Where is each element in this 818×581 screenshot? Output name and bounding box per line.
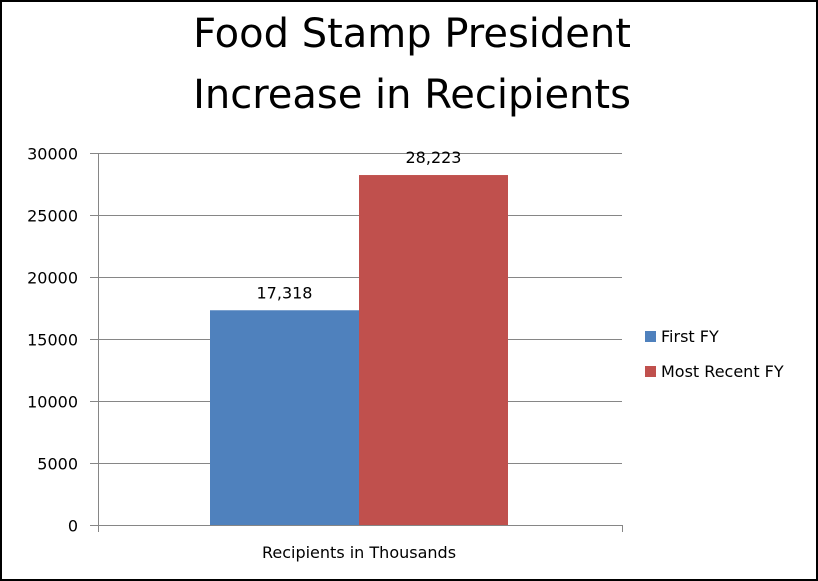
y-tick-label: 30000	[27, 145, 78, 164]
legend-swatch	[645, 366, 656, 377]
chart-title-line-1: Food Stamp President	[193, 11, 631, 57]
bar-most-recent-fy	[359, 175, 508, 526]
y-tick-label: 15000	[27, 331, 78, 350]
legend-label: Most Recent FY	[661, 362, 784, 381]
data-label: 17,318	[257, 283, 313, 302]
y-tick-label: 10000	[27, 393, 78, 412]
y-tick-label: 5000	[37, 455, 78, 474]
data-label: 28,223	[406, 148, 462, 167]
y-tick-label: 20000	[27, 269, 78, 288]
chart-title-line-2: Increase in Recipients	[193, 72, 631, 118]
x-axis-label: Recipients in Thousands	[262, 543, 456, 562]
y-tick-label: 0	[68, 517, 78, 536]
y-tick-label: 25000	[27, 207, 78, 226]
legend-label: First FY	[661, 327, 719, 346]
legend-swatch	[645, 331, 656, 342]
bar-first-fy	[210, 310, 359, 525]
